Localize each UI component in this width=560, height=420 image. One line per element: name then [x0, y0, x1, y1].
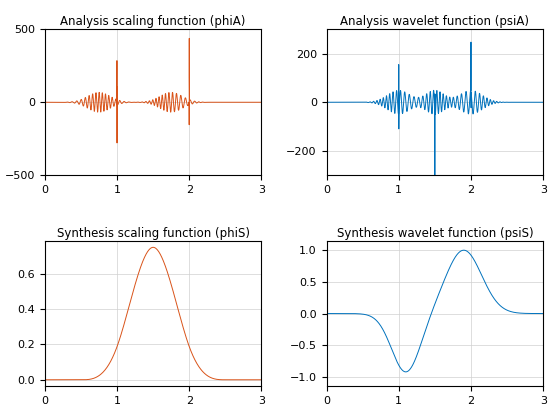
Title: Analysis wavelet function (psiA): Analysis wavelet function (psiA) — [340, 15, 529, 28]
Title: Synthesis scaling function (phiS): Synthesis scaling function (phiS) — [57, 226, 250, 239]
Title: Synthesis wavelet function (psiS): Synthesis wavelet function (psiS) — [337, 226, 533, 239]
Title: Analysis scaling function (phiA): Analysis scaling function (phiA) — [60, 15, 246, 28]
